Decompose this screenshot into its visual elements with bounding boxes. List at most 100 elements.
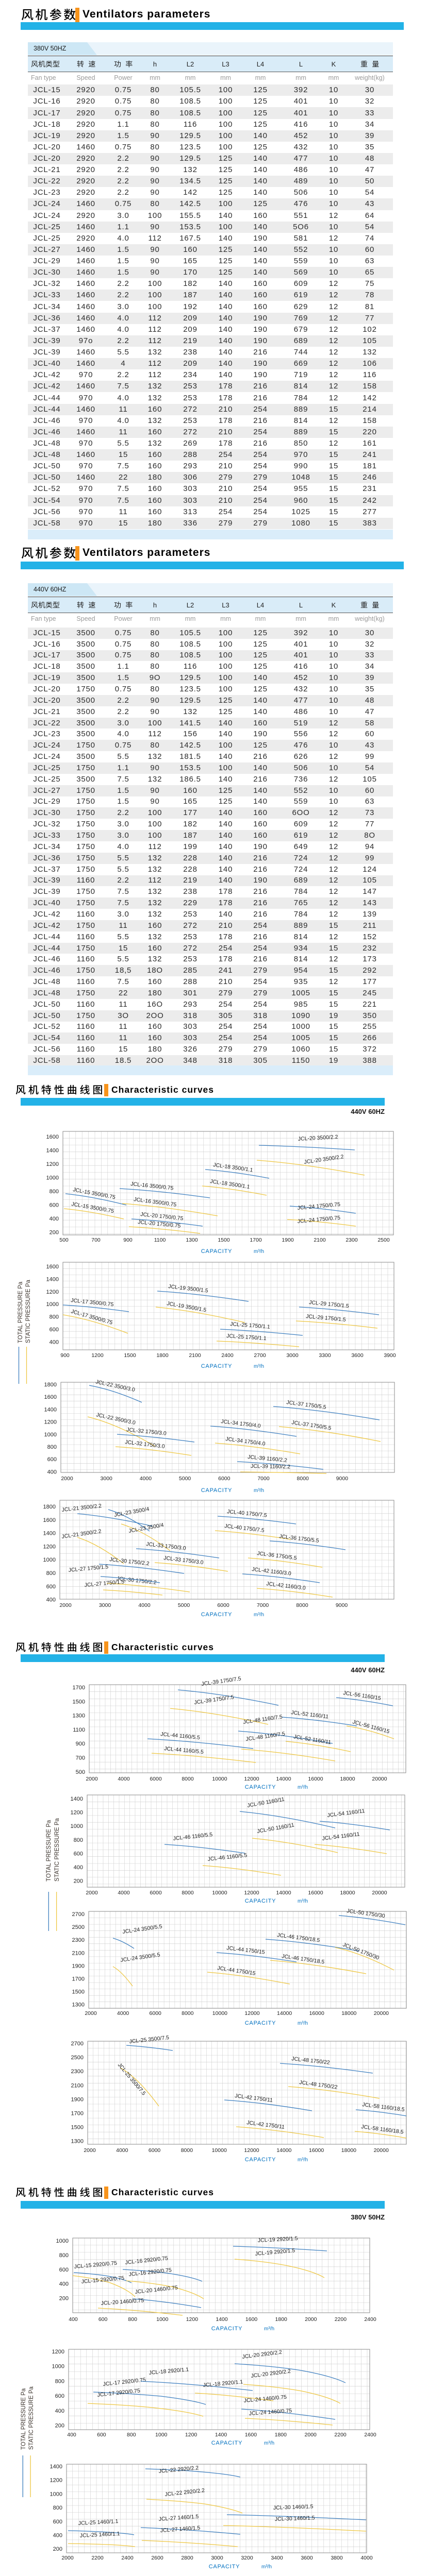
svg-text:2100: 2100 — [72, 1950, 85, 1956]
svg-text:2100: 2100 — [189, 1352, 201, 1359]
svg-text:1800: 1800 — [44, 1382, 57, 1388]
svg-text:6000: 6000 — [150, 1776, 162, 1782]
svg-text:600: 600 — [50, 1202, 59, 1209]
svg-text:JCL-18 2920/1.1: JCL-18 2920/1.1 — [149, 2366, 189, 2376]
svg-text:JCL-24 1750/0.75: JCL-24 1750/0.75 — [297, 1215, 340, 1225]
svg-text:2400: 2400 — [221, 1352, 234, 1359]
svg-text:200: 200 — [53, 2546, 62, 2552]
svg-text:2000: 2000 — [305, 2432, 317, 2438]
svg-text:1400: 1400 — [50, 2464, 62, 2470]
svg-text:JCL-24 3500/5.5: JCL-24 3500/5.5 — [120, 1952, 161, 1963]
svg-text:1600: 1600 — [46, 1264, 59, 1270]
svg-text:1700: 1700 — [72, 1976, 85, 1982]
svg-text:3800: 3800 — [331, 2555, 343, 2561]
svg-text:200: 200 — [55, 2423, 64, 2429]
svg-text:16000: 16000 — [309, 2010, 324, 2016]
svg-text:JCL-20 1460/0.75: JCL-20 1460/0.75 — [135, 2284, 178, 2295]
svg-text:m³/h: m³/h — [298, 2157, 308, 2163]
svg-text:1300: 1300 — [72, 2002, 85, 2008]
svg-text:12000: 12000 — [244, 2147, 259, 2154]
svg-text:JCL-18 3500/1.1: JCL-18 3500/1.1 — [213, 1162, 254, 1173]
svg-text:1400: 1400 — [46, 1276, 59, 1282]
svg-text:JCL-27 1460/1.5: JCL-27 1460/1.5 — [160, 2525, 200, 2534]
svg-text:1200: 1200 — [44, 1419, 57, 1426]
svg-text:5000: 5000 — [178, 1602, 190, 1608]
svg-text:4000: 4000 — [140, 1476, 152, 1482]
svg-text:1400: 1400 — [71, 1796, 83, 1802]
svg-text:JCL-42 1750/11: JCL-42 1750/11 — [235, 2093, 273, 2104]
svg-text:7000: 7000 — [257, 1602, 269, 1608]
svg-text:CAPACITY: CAPACITY — [201, 1487, 233, 1494]
svg-text:JCL-15 2920/0.75: JCL-15 2920/0.75 — [81, 2275, 124, 2285]
svg-text:1600: 1600 — [46, 1134, 59, 1140]
svg-text:20000: 20000 — [372, 1776, 387, 1782]
svg-text:800: 800 — [53, 2505, 62, 2511]
svg-text:3400: 3400 — [271, 2555, 283, 2561]
svg-text:16000: 16000 — [308, 1890, 323, 1896]
svg-text:200: 200 — [74, 1878, 83, 1885]
svg-text:1000: 1000 — [50, 2491, 62, 2497]
svg-text:3300: 3300 — [319, 1352, 331, 1359]
svg-text:3000: 3000 — [99, 1602, 111, 1608]
svg-text:800: 800 — [127, 2432, 136, 2438]
svg-text:JCL-20 3500/2.2: JCL-20 3500/2.2 — [304, 1154, 344, 1165]
svg-text:18000: 18000 — [341, 2147, 356, 2154]
svg-text:JCL-27 1460/1.5: JCL-27 1460/1.5 — [158, 2514, 199, 2522]
svg-text:m³/h: m³/h — [298, 1785, 308, 1790]
svg-text:9000: 9000 — [336, 1602, 348, 1608]
svg-text:JCL-24 1460/0.75: JCL-24 1460/0.75 — [249, 2408, 292, 2417]
svg-text:800: 800 — [55, 2378, 64, 2384]
svg-text:1400: 1400 — [216, 2316, 228, 2323]
svg-text:500: 500 — [59, 1237, 69, 1243]
svg-text:m³/h: m³/h — [264, 2441, 274, 2446]
svg-text:JCL-20 2920/2.2: JCL-20 2920/2.2 — [242, 2349, 283, 2360]
svg-text:400: 400 — [46, 1597, 56, 1603]
svg-text:1900: 1900 — [71, 2096, 84, 2103]
svg-text:2200: 2200 — [334, 2432, 347, 2438]
svg-text:1100: 1100 — [154, 1237, 166, 1243]
svg-text:1000: 1000 — [43, 1557, 56, 1563]
svg-text:9000: 9000 — [336, 1476, 349, 1482]
svg-text:800: 800 — [59, 2252, 69, 2259]
svg-text:600: 600 — [50, 1327, 59, 1333]
svg-text:1400: 1400 — [43, 1531, 56, 1537]
svg-text:1700: 1700 — [71, 2111, 84, 2117]
svg-text:14000: 14000 — [276, 1890, 291, 1896]
svg-text:8000: 8000 — [182, 1890, 194, 1896]
svg-text:m³/h: m³/h — [254, 1364, 264, 1369]
svg-text:2600: 2600 — [151, 2555, 163, 2561]
svg-text:200: 200 — [50, 1230, 59, 1236]
svg-text:1600: 1600 — [245, 2432, 257, 2438]
svg-text:STATIC PRESSURE Pa: STATIC PRESSURE Pa — [25, 1279, 31, 1343]
svg-text:6000: 6000 — [150, 1890, 162, 1896]
svg-text:4000: 4000 — [118, 1890, 130, 1896]
svg-text:CAPACITY: CAPACITY — [201, 1612, 233, 1618]
svg-text:2100: 2100 — [314, 1237, 326, 1243]
svg-text:8000: 8000 — [182, 1776, 194, 1782]
svg-text:400: 400 — [47, 1469, 57, 1475]
svg-text:TOTAL PRESSURE Pa: TOTAL PRESSURE Pa — [46, 1820, 52, 1882]
svg-text:8000: 8000 — [181, 2147, 193, 2154]
svg-text:STATIC PRESSURE Pa: STATIC PRESSURE Pa — [28, 2386, 35, 2450]
svg-text:JCL-48 1160/7.5: JCL-48 1160/7.5 — [243, 1714, 283, 1725]
svg-text:800: 800 — [50, 1314, 59, 1320]
svg-text:2000: 2000 — [59, 1602, 72, 1608]
svg-text:6000: 6000 — [149, 2147, 161, 2154]
svg-text:1000: 1000 — [46, 1175, 59, 1181]
svg-text:1000: 1000 — [44, 1432, 57, 1438]
svg-text:1200: 1200 — [46, 1161, 59, 1167]
svg-text:600: 600 — [59, 2267, 69, 2273]
svg-text:1400: 1400 — [46, 1148, 59, 1154]
svg-text:m³/h: m³/h — [298, 2021, 308, 2026]
svg-text:JCL-20 1460/0.75: JCL-20 1460/0.75 — [101, 2297, 144, 2307]
svg-text:CAPACITY: CAPACITY — [245, 2157, 276, 2163]
svg-text:CAPACITY: CAPACITY — [211, 2326, 243, 2332]
svg-text:400: 400 — [55, 2408, 64, 2414]
svg-text:600: 600 — [74, 1851, 83, 1857]
svg-text:1300: 1300 — [71, 2139, 84, 2145]
svg-text:10000: 10000 — [212, 1776, 227, 1782]
svg-text:JCL-30 1460/1.5: JCL-30 1460/1.5 — [273, 2503, 314, 2511]
svg-text:600: 600 — [47, 1456, 57, 1463]
svg-text:2300: 2300 — [72, 1937, 85, 1943]
svg-text:12000: 12000 — [244, 1776, 259, 1782]
